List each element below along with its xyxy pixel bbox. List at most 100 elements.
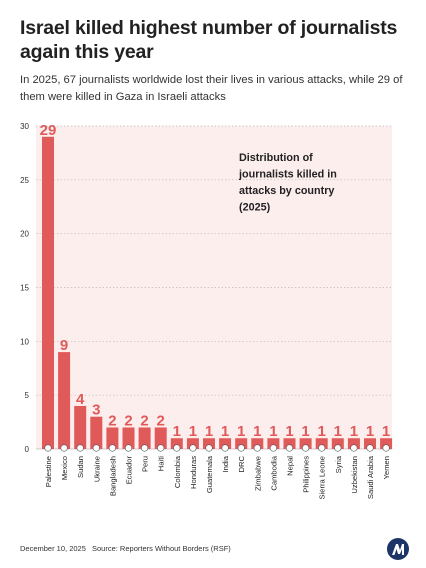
sierra-leone-flag-icon [318,444,326,452]
bar-haiti [154,427,167,449]
bar-uzbekistan [347,438,360,449]
syria-flag-icon [334,444,342,452]
bar-saudi-arabia [364,438,376,449]
data-label-sudan: 4 [76,391,85,408]
peru-flag-icon [141,444,149,452]
ukraine-flag-icon [92,444,100,452]
bar-bangladesh [106,427,119,449]
plot-background [36,126,392,449]
bar-sierra-leone [315,438,328,449]
data-label-ukraine: 3 [92,402,100,419]
x-tick-label-sudan: Sudan [76,456,85,478]
ecuador-flag-icon [124,444,133,452]
data-label-saudi-arabia: 1 [366,423,374,440]
logo-mark [392,544,404,555]
data-label-cambodia: 1 [269,423,277,440]
bar-mexico [58,352,71,449]
haiti-flag-icon [157,444,165,452]
data-label-peru: 2 [140,412,148,429]
india-flag-icon [221,444,229,452]
data-label-ecuador: 2 [124,412,132,429]
aa-logo-icon [387,538,409,560]
guatemala-flag-icon [205,444,213,452]
bangladesh-flag-icon [108,444,116,452]
x-tick-label-syria: Syria [334,455,343,473]
x-tick-label-cambodia: Cambodia [269,455,278,490]
data-label-drc: 1 [237,423,245,440]
data-label-uzbekistan: 1 [350,423,358,440]
bar-honduras [186,438,199,449]
nepal-flag-icon [285,444,294,452]
x-tick-label-saudi-arabia: Saudi Arabia [366,455,375,499]
data-label-zimbabwe: 1 [253,423,261,440]
data-label-india: 1 [221,423,229,440]
y-tick-label: 5 [25,391,30,400]
bar-sudan [74,405,87,449]
cambodia-flag-icon [269,444,278,452]
x-tick-label-sierra-leone: Sierra Leone [318,456,327,499]
bar-ecuador [122,427,135,449]
page-subtitle: In 2025, 67 journalists worldwide lost t… [20,74,403,103]
y-tick-label: 25 [20,176,29,185]
x-tick-label-honduras: Honduras [189,456,198,489]
data-label-bangladesh: 2 [108,412,116,429]
sudan-flag-icon [76,444,84,452]
x-tick-label-drc: DRC [237,455,246,472]
data-label-guatemala: 1 [205,423,213,440]
bar-zimbabwe [251,438,264,449]
x-axis-labels: Palestine Mexico Sudan Ukraine Bangladesh Ecu… [44,455,391,499]
data-label-palestine: 29 [40,122,57,139]
flag-icons [44,444,390,452]
x-tick-label-palestine: Palestine [44,456,53,487]
bar-drc [235,438,248,449]
bar-palestine [42,136,54,449]
bar-cambodia [267,438,280,449]
uzbekistan-flag-icon [350,444,358,452]
data-label-yemen: 1 [382,423,390,440]
x-tick-label-bangladesh: Bangladesh [108,456,117,496]
bar-syria [331,438,344,449]
x-tick-label-uzbekistan: Uzbekistan [350,456,359,494]
bar-nepal [283,438,296,449]
palestine-flag-icon [44,444,52,452]
y-tick-label: 20 [20,230,29,239]
y-tick-label: 10 [20,337,29,346]
data-label-nepal: 1 [285,423,293,440]
x-tick-label-zimbabwe: Zimbabwe [253,456,262,491]
bar-guatemala [203,438,215,449]
data-label-haiti: 2 [157,412,165,429]
x-tick-label-ukraine: Ukraine [92,456,101,482]
footer-date: December 10, 2025 [20,544,86,553]
data-label-mexico: 9 [60,337,68,354]
philippines-flag-icon [302,444,310,452]
x-tick-label-peru: Peru [141,456,150,472]
x-tick-label-haiti: Haiti [157,456,166,472]
mexico-flag-icon [60,444,68,452]
zimbabwe-flag-icon [253,444,261,452]
bar-colombia [170,438,183,449]
data-label-sierra-leone: 1 [318,423,326,440]
data-label-syria: 1 [334,423,342,440]
x-tick-label-nepal: Nepal [286,456,295,476]
x-tick-label-mexico: Mexico [60,456,69,480]
x-tick-label-philippines: Philippines [302,456,311,493]
x-tick-label-ecuador: Ecuador [125,456,134,485]
colombia-flag-icon [173,444,181,452]
data-label-philippines: 1 [301,423,309,440]
footer-source: Source: Reporters Without Borders (RSF) [92,544,231,553]
honduras-flag-icon [189,444,197,452]
bar-ukraine [90,416,103,449]
chart-title: Distribution of journalists killed in atta… [238,152,337,214]
bar-peru [138,427,151,449]
y-tick-label: 0 [25,445,30,454]
bar-yemen [380,438,393,449]
bar-india [219,438,232,449]
x-tick-label-guatemala: Guatemala [205,455,214,493]
y-tick-label: 30 [20,122,29,131]
x-tick-label-india: India [221,455,230,472]
y-axis-ticks: 0 5 10 15 20 25 30 [20,122,29,454]
data-label-honduras: 1 [189,423,197,440]
data-label-colombia: 1 [173,423,181,440]
